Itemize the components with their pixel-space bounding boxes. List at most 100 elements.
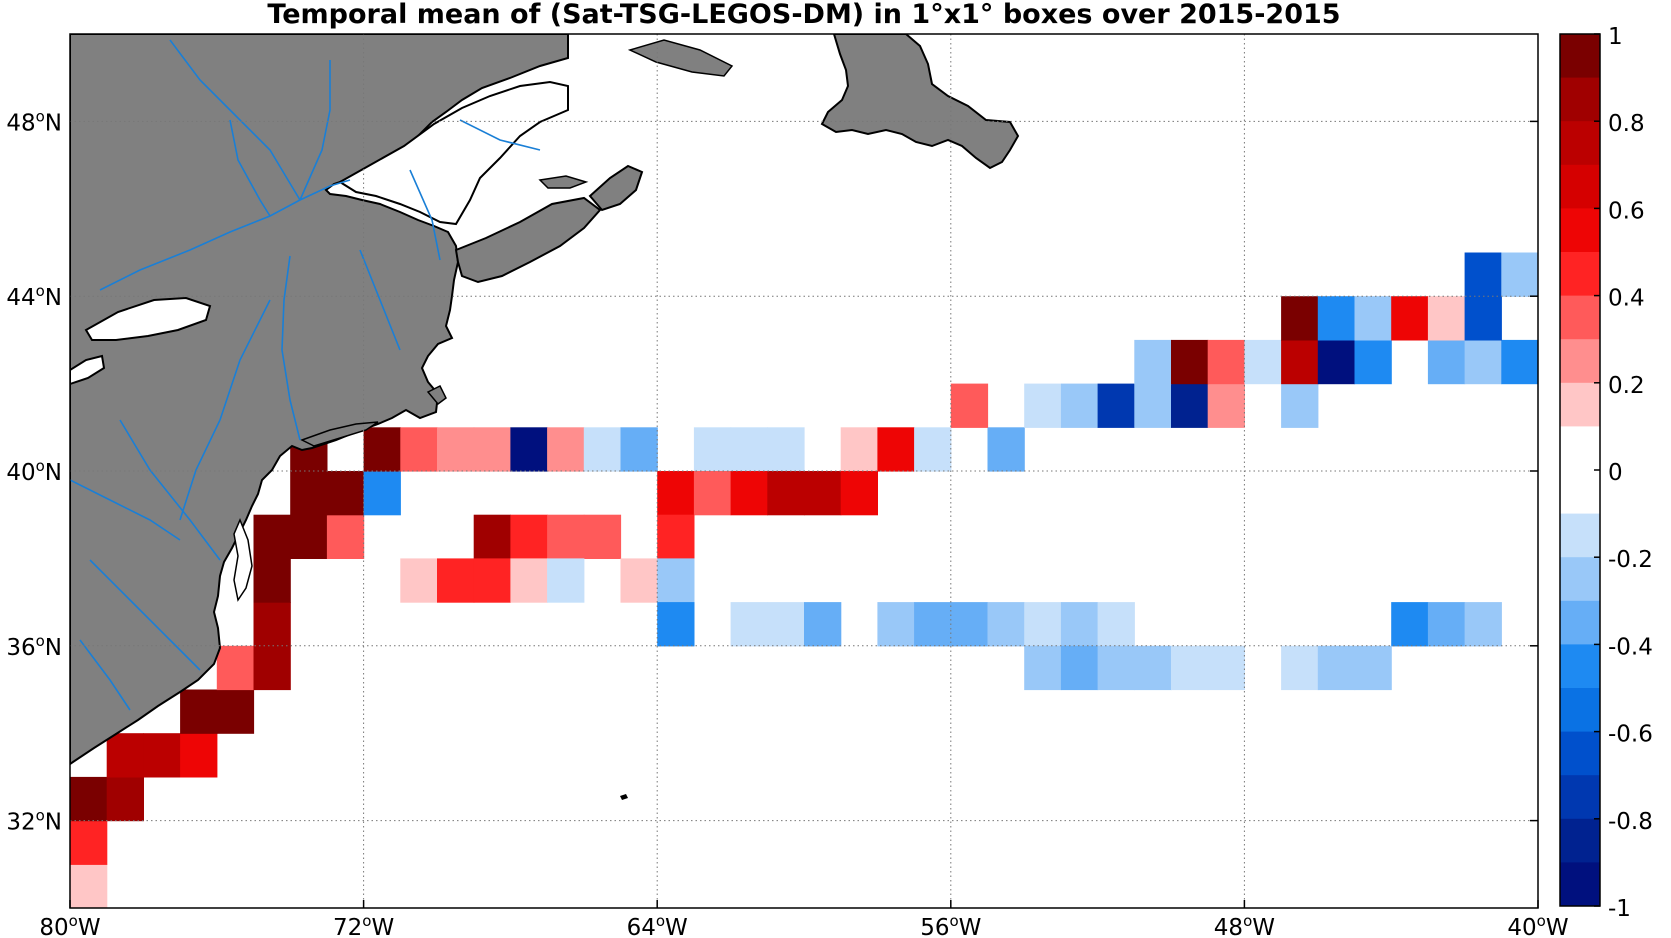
colorbar-label: 0	[1608, 460, 1623, 486]
data-cell	[1171, 339, 1209, 385]
data-cell	[767, 471, 805, 516]
data-cell	[840, 427, 878, 472]
colorbar-swatch	[1560, 34, 1600, 79]
land-long-island	[300, 421, 379, 447]
colorbar-swatch	[1560, 295, 1600, 340]
land-layer	[70, 34, 1020, 800]
colorbar-label: -0.6	[1608, 722, 1653, 748]
colorbar-label: 0.6	[1608, 198, 1645, 224]
colorbar: 1 0.8 0.6 0.4 0.2 0 -0.2 -0.4 -0.6 -0.8 -1	[1559, 24, 1653, 922]
data-cell	[1501, 252, 1538, 297]
data-cell	[1097, 602, 1135, 647]
lon-tick-label: 48oW	[1214, 912, 1275, 938]
data-cell	[473, 558, 511, 603]
data-cell	[730, 471, 768, 516]
data-cell	[253, 558, 291, 603]
data-cell	[326, 471, 365, 516]
data-cell	[1317, 339, 1356, 385]
lat-tick-label: 36oN	[6, 632, 62, 661]
data-cell	[1354, 339, 1392, 385]
lat-tick-label: 40oN	[6, 457, 62, 486]
colorbar-swatch	[1560, 252, 1600, 297]
data-cell	[143, 733, 181, 778]
colorbar-label: -0.2	[1608, 547, 1653, 573]
data-cell	[180, 733, 218, 778]
colorbar-swatch	[1560, 164, 1600, 209]
colorbar-label: -0.4	[1608, 634, 1653, 660]
data-cell	[1207, 383, 1245, 428]
data-cell	[1281, 339, 1319, 385]
data-cell	[1134, 383, 1172, 428]
data-cell	[1354, 296, 1392, 341]
data-cell	[363, 427, 401, 472]
colorbar-label: 1	[1608, 24, 1623, 50]
data-cell	[914, 602, 952, 647]
land-cape-cod	[426, 384, 447, 406]
colorbar-swatch	[1560, 426, 1600, 471]
data-cell	[1464, 296, 1502, 341]
data-cell	[253, 514, 291, 559]
lat-tick-label: 44oN	[6, 282, 62, 311]
land-pei	[538, 175, 589, 189]
data-cell	[1024, 383, 1062, 428]
colorbar-swatch	[1560, 600, 1600, 645]
colorbar-label: 0.2	[1608, 373, 1645, 399]
data-cell	[363, 471, 401, 516]
lake-erie	[70, 354, 106, 386]
data-cell	[1060, 383, 1099, 428]
data-cell	[1171, 383, 1209, 428]
data-cell	[693, 427, 732, 472]
colorbar-label: -1	[1608, 896, 1631, 922]
colorbar-label: 0.4	[1608, 286, 1645, 312]
data-cell	[877, 427, 915, 472]
axis-ticks: 80oW 72oW 64oW 56oW 48oW 40oW 48oN 44oN 40oN 36oN…	[6, 107, 1568, 938]
land-anticosti	[627, 39, 734, 77]
colorbar-swatch	[1560, 470, 1600, 515]
colorbar-swatch	[1560, 818, 1600, 863]
colorbar-swatch	[1560, 513, 1600, 558]
data-cell	[400, 427, 438, 472]
data-cell	[1060, 602, 1099, 647]
data-cell	[106, 776, 144, 822]
data-cell	[1097, 383, 1135, 428]
data-cell	[657, 514, 695, 559]
lat-tick-label: 48oN	[6, 107, 62, 136]
data-cell	[1281, 383, 1319, 428]
data-cell	[1024, 645, 1062, 691]
data-cell	[253, 602, 291, 647]
data-cell	[1281, 296, 1319, 341]
data-cell	[950, 602, 989, 647]
data-cell	[987, 427, 1025, 472]
data-cell	[547, 427, 585, 472]
data-cell	[1501, 339, 1538, 385]
data-cell	[1097, 645, 1135, 691]
data-cell	[216, 645, 255, 691]
data-cell	[914, 427, 952, 472]
data-cell	[437, 427, 475, 472]
data-cell	[1427, 296, 1466, 341]
colorbar-label: 0.8	[1608, 111, 1645, 137]
data-cell	[987, 602, 1025, 647]
data-cell	[1134, 339, 1172, 385]
data-cell	[1464, 602, 1502, 647]
data-cell	[950, 383, 989, 428]
data-cell	[437, 558, 475, 603]
data-cell	[1281, 645, 1319, 691]
data-cell	[510, 514, 548, 559]
land-nova-scotia	[454, 196, 602, 284]
data-cell	[1427, 602, 1466, 647]
data-cell	[620, 558, 658, 603]
data-cell	[1354, 645, 1392, 691]
data-cell	[1464, 252, 1502, 297]
colorbar-label: -0.8	[1608, 809, 1653, 835]
lon-tick-label: 80oW	[39, 912, 100, 938]
data-cell	[657, 471, 695, 516]
data-cell	[1244, 339, 1282, 385]
chesapeake-bay	[233, 518, 253, 602]
data-cell	[216, 689, 255, 734]
colorbar-swatch	[1560, 208, 1600, 253]
data-cell	[547, 558, 585, 603]
data-cell	[326, 514, 365, 559]
colorbar-swatch	[1560, 775, 1600, 820]
colorbar-swatch	[1560, 77, 1600, 122]
